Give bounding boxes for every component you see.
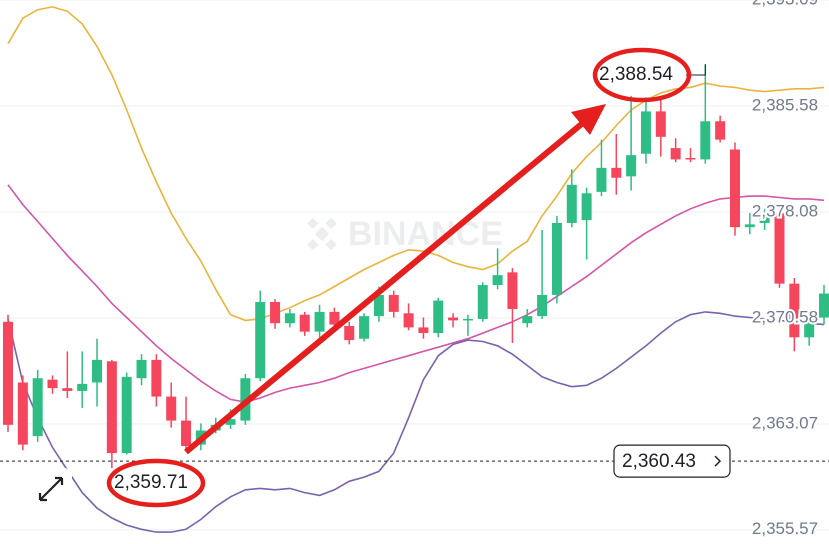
candle-body (151, 359, 162, 397)
candle-body (270, 302, 281, 324)
candle-body (670, 148, 681, 160)
candle-body (166, 396, 177, 421)
candle-body (92, 359, 103, 383)
candle-body (418, 327, 429, 334)
candle-body (729, 149, 740, 228)
bands (7, 6, 825, 533)
band-line (7, 6, 825, 322)
candle-body (685, 157, 696, 160)
candle-body (314, 311, 325, 332)
candle-body (789, 283, 800, 338)
candle-body (329, 311, 340, 325)
y-tick-label: 2,385.58 (752, 96, 818, 115)
y-axis: 2,355.57 2,363.07 2,370.58 2,378.08 2,385.58… (750, 0, 820, 540)
candle-body (715, 121, 726, 140)
band-line (7, 311, 825, 533)
grid (0, 0, 829, 531)
candle-body (537, 294, 548, 317)
candle-body (62, 388, 73, 391)
candle-body (596, 167, 607, 192)
candle-body (136, 359, 147, 379)
candle-body (121, 376, 132, 454)
candle-body (700, 121, 711, 160)
candle-body (106, 361, 117, 454)
candle-body (626, 155, 637, 177)
candle-body (32, 378, 43, 437)
candle-body (492, 275, 503, 286)
expand-button[interactable] (30, 468, 72, 510)
candle-body (403, 313, 414, 328)
candle-body (344, 326, 355, 341)
candle-body (581, 193, 592, 221)
last-price-label: 2,360.43 (622, 451, 696, 472)
candle-body (448, 317, 459, 321)
candle-body (181, 420, 192, 447)
candle-body (551, 222, 562, 295)
candle-body (655, 111, 666, 137)
candle-body (3, 321, 13, 425)
y-tick-label: 2,355.57 (752, 519, 818, 538)
watermark-logo (307, 217, 337, 251)
candle-body (17, 382, 28, 445)
y-tick-label: 2,393.09 (752, 0, 818, 8)
candle-body (284, 313, 295, 324)
y-tick-label: 2,363.07 (752, 413, 818, 432)
annotations: 2,360.43 2,359.71 2,388.54 (0, 47, 829, 508)
low-label: 2,359.71 (114, 472, 188, 493)
candle-body (299, 314, 310, 332)
candle-body (462, 318, 473, 321)
trend-arrow (184, 104, 606, 455)
last-price-chevron (714, 455, 722, 467)
candle-body (255, 302, 266, 379)
high-connector (686, 64, 706, 76)
y-tick-label: 2,378.08 (752, 201, 818, 220)
arrow-head (571, 104, 606, 135)
candle-body (804, 317, 815, 338)
arrow-shaft (184, 119, 586, 455)
low-circle (106, 458, 206, 508)
candle-body (77, 383, 88, 391)
candle-body (507, 272, 518, 310)
candle-body (477, 285, 488, 319)
candle-body (388, 294, 399, 312)
candle-body (774, 213, 785, 284)
candle-body (566, 184, 577, 223)
candle-body (373, 294, 384, 317)
low-label-bg (110, 468, 200, 496)
candle-body (640, 111, 651, 154)
candle-body (47, 379, 58, 389)
watermark-text: BINANCE (348, 215, 503, 253)
candle-body (819, 293, 829, 318)
candle-body (522, 316, 533, 324)
candles (3, 64, 829, 472)
candle-body (611, 167, 622, 178)
candle-body (359, 316, 370, 339)
last-price-tag (613, 444, 731, 478)
candle-body (744, 224, 755, 228)
high-label: 2,388.54 (599, 64, 673, 85)
band-line (7, 184, 825, 404)
expand-icon[interactable] (38, 476, 64, 502)
high-label-bg (598, 60, 686, 88)
candle-body (433, 300, 444, 334)
y-tick-label: 2,370.58 (752, 307, 818, 326)
candle-body (759, 213, 770, 223)
candle-body (225, 419, 236, 425)
high-circle (592, 47, 692, 103)
